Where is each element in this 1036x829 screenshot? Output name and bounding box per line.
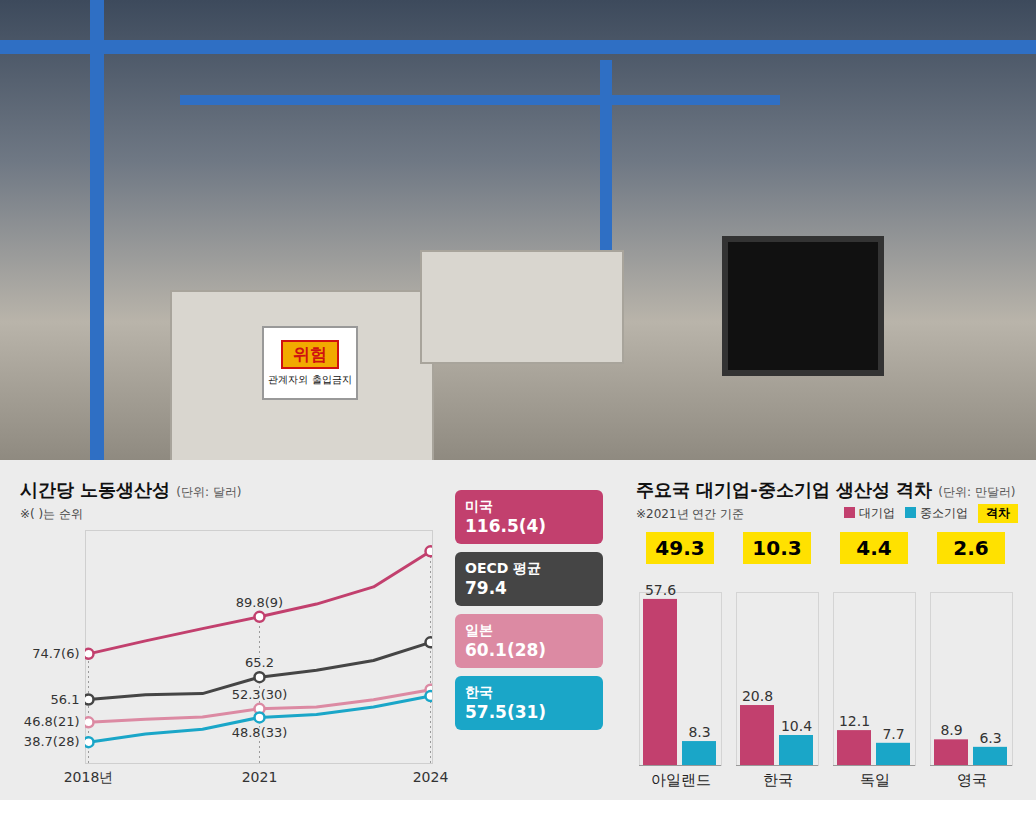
svg-text:52.3(30): 52.3(30)	[232, 687, 288, 702]
html-text:60.1(28): 60.1(28)	[465, 640, 547, 660]
html-text:시간당 노동생산성 (단위: 달러): 시간당 노동생산성 (단위: 달러)	[20, 479, 242, 500]
svg-text:6.3: 6.3	[979, 730, 1001, 746]
svg-text:74.7(6): 74.7(6)	[32, 646, 79, 661]
svg-text:7.7: 7.7	[882, 726, 904, 742]
svg-text:38.7(28): 38.7(28)	[24, 734, 80, 749]
html-text:OECD 평균: OECD 평균	[465, 560, 542, 576]
svg-text:89.8(9): 89.8(9)	[236, 595, 283, 610]
svg-text:12.1: 12.1	[839, 713, 870, 729]
svg-text:57.6: 57.6	[645, 582, 676, 598]
svg-text:독일: 독일	[860, 771, 890, 789]
html-text:※2021년 연간 기준: ※2021년 연간 기준	[636, 507, 745, 521]
svg-text:2018년: 2018년	[64, 769, 114, 785]
html-text:주요국 대기업-중소기업 생산성 격차 (단위: 만달러): 주요국 대기업-중소기업 생산성 격차 (단위: 만달러)	[636, 479, 1016, 500]
html-text:57.5(31): 57.5(31)	[465, 702, 547, 722]
html-text:2.6: 2.6	[953, 536, 989, 560]
html-text:49.3: 49.3	[655, 536, 705, 560]
svg-text:영국: 영국	[957, 771, 987, 789]
html-text:79.4: 79.4	[465, 578, 507, 598]
svg-text:56.1: 56.1	[51, 692, 80, 707]
html-text:4.4: 4.4	[856, 536, 892, 560]
html-text:일본: 일본	[465, 622, 493, 638]
html-text:대기업: 대기업	[859, 506, 895, 520]
html-text:한국: 한국	[465, 684, 493, 700]
html-text:미국: 미국	[465, 498, 493, 514]
svg-text:65.2: 65.2	[245, 655, 274, 670]
svg-text:48.8(33): 48.8(33)	[232, 725, 288, 740]
html-text:중소기업: 중소기업	[920, 506, 968, 520]
svg-text:2021: 2021	[242, 769, 278, 785]
svg-text:20.8: 20.8	[742, 688, 773, 704]
html-text:10.3: 10.3	[752, 536, 802, 560]
html-text:116.5(4): 116.5(4)	[465, 516, 547, 536]
html-text:격차: 격차	[986, 506, 1010, 520]
svg-text:10.4: 10.4	[781, 718, 812, 734]
html-text:관계자외 출입금지: 관계자외 출입금지	[268, 373, 352, 385]
svg-text:8.9: 8.9	[940, 722, 962, 738]
svg-text:한국: 한국	[763, 771, 793, 789]
svg-text:2024: 2024	[413, 769, 449, 785]
html-text:위험: 위험	[293, 343, 327, 364]
svg-text:8.3: 8.3	[688, 724, 710, 740]
svg-text:46.8(21): 46.8(21)	[24, 714, 80, 729]
svg-text:아일랜드: 아일랜드	[651, 771, 711, 789]
html-text:※( )는 순위: ※( )는 순위	[20, 507, 83, 521]
